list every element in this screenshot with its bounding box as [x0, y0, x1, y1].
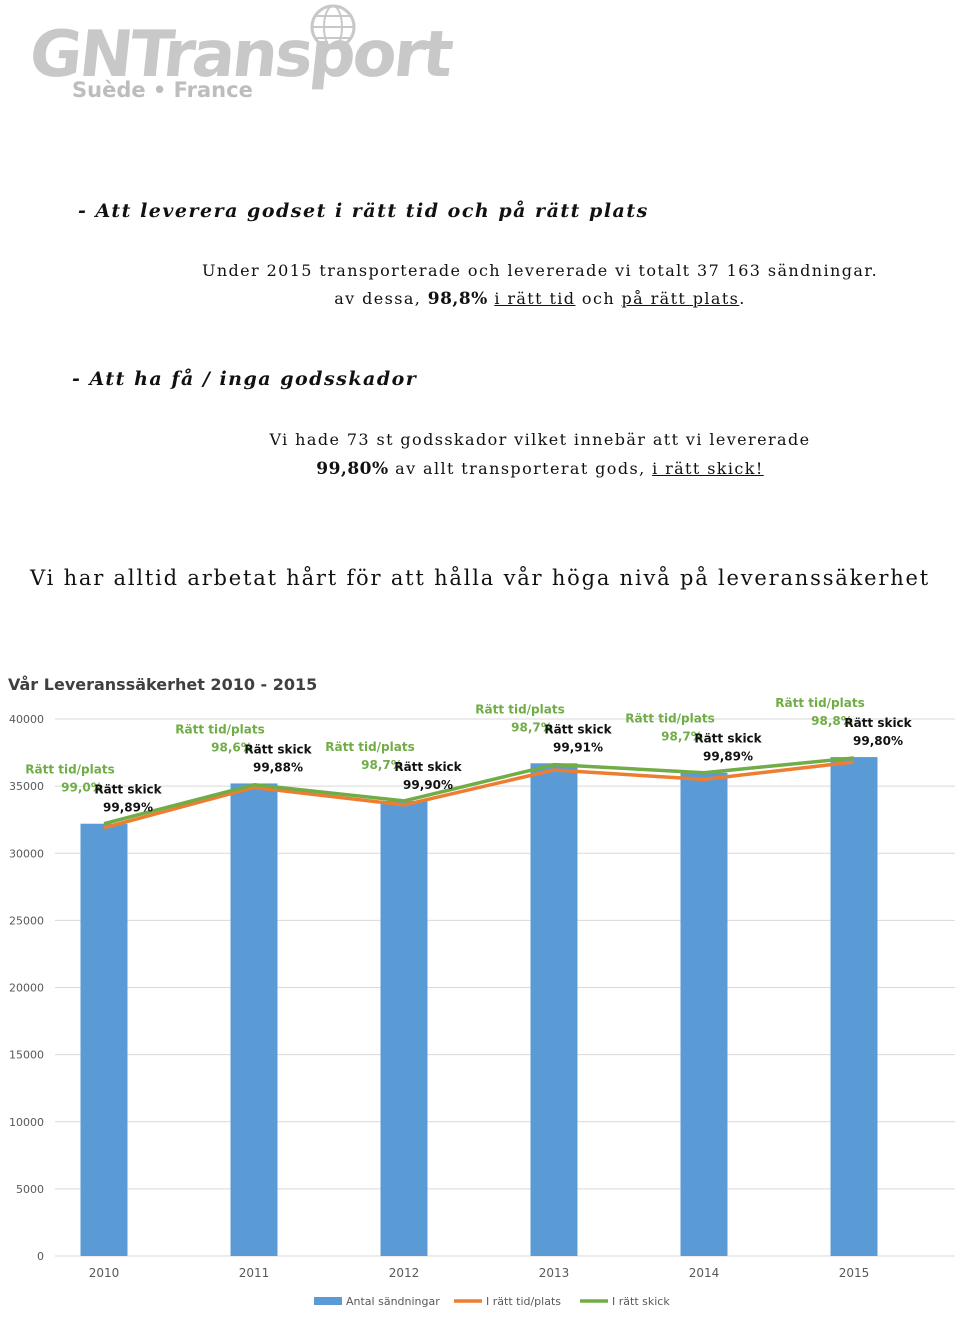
legend-entry: I rätt tid/plats — [486, 1295, 561, 1308]
damage-percent: 99,80% — [316, 459, 389, 479]
damage-line-2: 99,80% av allt transporterat gods, i rät… — [180, 454, 900, 484]
on-time-link: i rätt tid — [494, 289, 576, 308]
annotation-skick-value: 99,89% — [103, 801, 153, 815]
bar-2014 — [680, 772, 728, 1256]
x-tick-label: 2015 — [839, 1266, 870, 1280]
chart-title: Vår Leveranssäkerhet 2010 - 2015 — [8, 675, 317, 694]
annotation-tid-label: Rätt tid/plats — [625, 712, 715, 726]
damage-line-1: Vi hade 73 st godsskador vilket innebär … — [269, 430, 811, 449]
annotation-tid-label: Rätt tid/plats — [175, 722, 265, 736]
y-tick-label: 20000 — [9, 982, 44, 995]
annotation-tid-value: 98,8% — [811, 714, 853, 728]
annotation-skick-value: 99,80% — [853, 734, 903, 748]
annotation-skick-label: Rätt skick — [94, 783, 162, 797]
bar-2012 — [380, 800, 428, 1256]
x-tick-label: 2012 — [389, 1266, 420, 1280]
annotation-skick-value: 99,89% — [703, 750, 753, 764]
y-tick-label: 5000 — [16, 1183, 44, 1196]
delivery-text: av dessa, — [334, 289, 428, 308]
y-tick-label: 10000 — [9, 1116, 44, 1129]
right-place-link: på rätt plats — [621, 289, 740, 308]
annotation-tid-label: Rätt tid/plats — [775, 696, 865, 710]
bar-2010 — [80, 823, 128, 1256]
legend-entry: Antal sändningar — [346, 1295, 440, 1308]
annotation-tid-value: 99,0% — [61, 781, 103, 795]
annotation-skick-value: 99,90% — [403, 778, 453, 792]
logo-subtitle: Suède • France — [72, 78, 253, 102]
y-tick-label: 30000 — [9, 847, 44, 860]
right-condition-link: i rätt skick! — [652, 459, 764, 478]
legend-swatch-bar — [314, 1297, 342, 1305]
damage-text: av allt transporterat gods, — [388, 459, 653, 478]
annotation-skick-label: Rätt skick — [244, 742, 312, 756]
annotation-skick-value: 99,91% — [553, 740, 603, 754]
x-tick-label: 2014 — [689, 1266, 720, 1280]
delivery-paragraph: Under 2015 transporterade och levererade… — [140, 257, 940, 313]
bar-2011 — [230, 783, 278, 1256]
y-tick-label: 0 — [37, 1250, 44, 1263]
tagline: Vi har alltid arbetat hårt för att hålla… — [30, 566, 930, 590]
company-logo: GNTransport Suède • France — [26, 0, 454, 110]
section-heading-delivery: - Att leverera godset i rätt tid och på … — [78, 200, 649, 222]
annotation-skick-label: Rätt skick — [544, 722, 612, 736]
annotation-skick-label: Rätt skick — [694, 732, 762, 746]
annotation-tid-label: Rätt tid/plats — [25, 763, 115, 777]
annotation-tid-value: 98,6% — [211, 740, 253, 754]
annotation-tid-value: 98,7% — [511, 720, 553, 734]
annotation-skick-value: 99,88% — [253, 760, 303, 774]
delivery-percent: 98,8% — [427, 289, 488, 309]
annotation-tid-value: 98,7% — [661, 730, 703, 744]
annotation-tid-value: 98,7% — [361, 758, 403, 772]
y-tick-label: 15000 — [9, 1049, 44, 1062]
legend-entry: I rätt skick — [612, 1295, 670, 1308]
section-heading-damage: - Att ha få / inga godsskador — [72, 368, 418, 390]
annotation-tid-label: Rätt tid/plats — [475, 702, 565, 716]
delivery-chart: Vår Leveranssäkerhet 2010 - 2015 0 5000 10… — [8, 675, 955, 1308]
bar-2013 — [530, 763, 578, 1256]
delivery-text-mid: och — [575, 289, 622, 308]
bar-2015 — [830, 757, 878, 1256]
annotation-tid-label: Rätt tid/plats — [325, 740, 415, 754]
y-tick-label: 35000 — [9, 780, 44, 793]
delivery-line-2: av dessa, 98,8% i rätt tid och på rätt p… — [140, 285, 940, 313]
annotation-skick-label: Rätt skick — [394, 760, 462, 774]
x-tick-label: 2013 — [539, 1266, 570, 1280]
damage-paragraph: Vi hade 73 st godsskador vilket innebär … — [180, 425, 900, 484]
delivery-period: . — [739, 289, 746, 308]
line-i-r-tt-skick — [103, 756, 855, 826]
x-tick-label: 2011 — [239, 1266, 270, 1280]
line-i-r-tt-tid-plats — [103, 760, 855, 830]
x-tick-label: 2010 — [89, 1266, 120, 1280]
y-tick-label: 25000 — [9, 914, 44, 927]
annotation-skick-label: Rätt skick — [844, 716, 912, 730]
delivery-line-1: Under 2015 transporterade och levererade… — [201, 261, 879, 280]
globe-icon — [310, 4, 356, 50]
y-tick-label: 40000 — [9, 713, 44, 726]
